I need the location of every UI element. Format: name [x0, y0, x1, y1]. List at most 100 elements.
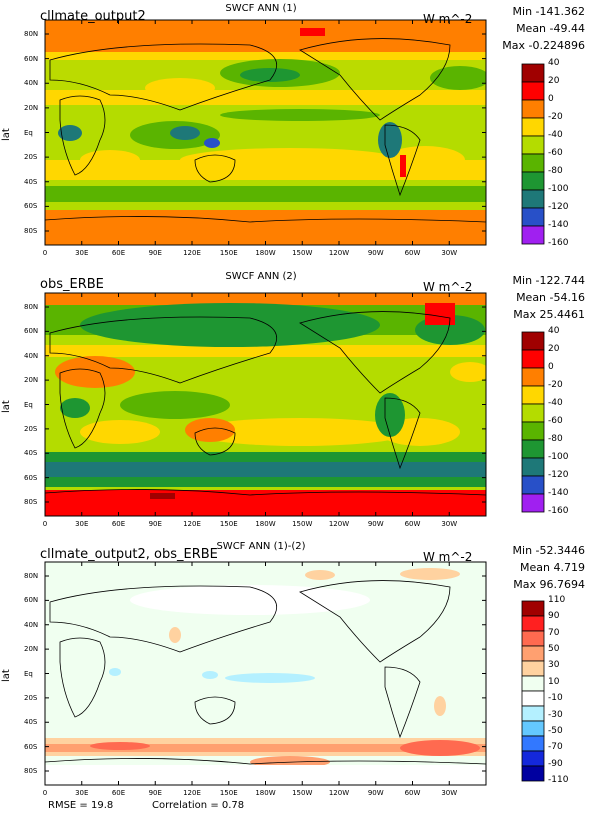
- x-tick-label: 30W: [441, 789, 458, 797]
- x-tick-label: 30E: [75, 789, 89, 797]
- coastline-australia: [194, 427, 236, 456]
- y-tick-label: Eq: [24, 400, 33, 409]
- x-tick-label: 150W: [292, 520, 313, 528]
- colorbar-label: -40: [548, 398, 563, 408]
- y-tick-label: 40S: [24, 449, 38, 458]
- y-tick-label: 20N: [24, 645, 39, 654]
- colorbar-swatch: [521, 331, 545, 351]
- colorbar-label: -100: [548, 452, 569, 462]
- colorbar-swatch: [521, 439, 545, 459]
- stat-mean: Mean -49.44: [516, 22, 585, 35]
- y-tick-label: 20N: [24, 103, 39, 112]
- x-tick-label: 120E: [183, 520, 201, 528]
- colorbar-label: -100: [548, 184, 569, 194]
- colorbar-swatch: [521, 705, 545, 722]
- colorbar-swatch: [521, 207, 545, 227]
- x-tick-label: 150E: [219, 520, 238, 528]
- colorbar-swatch: [521, 720, 545, 737]
- colorbar-swatch: [521, 615, 545, 632]
- y-tick-label: 80S: [24, 498, 38, 506]
- y-tick-label: Eq: [24, 669, 33, 678]
- colorbar-label: 110: [548, 595, 566, 605]
- stat-max: Max 25.4461: [513, 308, 585, 321]
- y-tick-label: 60N: [24, 54, 39, 63]
- stat-mean: Mean -54.16: [516, 291, 585, 304]
- x-tick-label: 150W: [292, 789, 313, 797]
- x-tick-label: 120E: [183, 249, 201, 257]
- y-tick-label: 60N: [24, 327, 39, 336]
- colorbar-label: -50: [548, 725, 563, 736]
- y-tick-label: 80N: [24, 30, 39, 38]
- coastline-africa: [59, 95, 106, 176]
- colorbar-label: -80: [548, 434, 563, 444]
- x-tick-label: 30W: [441, 520, 458, 528]
- panel-2-map: [45, 293, 486, 516]
- x-tick-label: 120W: [328, 789, 350, 797]
- panel-1-map: [45, 20, 486, 245]
- colorbar-label: 90: [548, 611, 560, 622]
- colorbar-label: -140: [548, 220, 569, 230]
- x-tick-label: 30W: [441, 249, 458, 257]
- x-tick-label: 0: [42, 249, 48, 257]
- colorbar-label: -110: [548, 775, 569, 785]
- colorbar-label: -90: [548, 758, 563, 769]
- x-tick-label: 90W: [367, 520, 384, 528]
- coastline-africa: [59, 368, 106, 449]
- x-tick-label: 90E: [148, 249, 162, 257]
- x-tick-label: 30E: [75, 520, 89, 528]
- colorbar-swatch: [521, 475, 545, 495]
- y-tick-label: 20S: [24, 424, 38, 433]
- colorbar-label: -80: [548, 166, 563, 176]
- panel-left-title: cllmate_output2: [40, 9, 146, 24]
- x-tick-label: 120W: [328, 249, 350, 257]
- x-tick-label: 60W: [404, 520, 421, 528]
- y-tick-label: 20N: [24, 376, 39, 385]
- colorbar-label: -160: [548, 238, 569, 248]
- y-tick-label: 60N: [24, 596, 39, 605]
- x-tick-label: 150W: [292, 249, 313, 257]
- colorbar-swatch: [521, 600, 545, 617]
- colorbar-swatch: [521, 735, 545, 752]
- stat-min: Min -52.3446: [512, 544, 585, 557]
- coastline-eurasia: [49, 316, 277, 384]
- colorbar-label: 10: [548, 676, 560, 687]
- x-tick-label: 90W: [367, 249, 384, 257]
- colorbar-label: 70: [548, 627, 560, 638]
- colorbar-label: -10: [548, 693, 563, 704]
- colorbar-label: 20: [548, 344, 560, 354]
- correlation-label: Correlation = 0.78: [152, 800, 245, 811]
- x-tick-label: 60E: [111, 789, 126, 797]
- coastline-north-america: [299, 311, 451, 394]
- y-axis-label: lat: [1, 399, 12, 413]
- colorbar-label: -60: [548, 148, 563, 158]
- colorbar-label: -120: [548, 202, 569, 212]
- y-tick-label: 40S: [24, 718, 38, 727]
- y-tick-label: 20S: [24, 153, 38, 162]
- colorbar-swatch: [521, 99, 545, 119]
- x-tick-label: 180W: [255, 520, 276, 528]
- coastline-south-america: [384, 397, 421, 470]
- colorbar-label: 0: [548, 94, 554, 104]
- colorbar-swatch: [521, 81, 545, 101]
- x-tick-label: 150E: [219, 789, 238, 797]
- y-tick-label: 20S: [24, 693, 38, 702]
- colorbar-swatch: [521, 385, 545, 405]
- colorbar-label: 50: [548, 644, 560, 655]
- y-tick-label: 80N: [24, 572, 39, 580]
- coastline-north-america: [299, 38, 451, 121]
- colorbar-swatch: [521, 457, 545, 477]
- y-tick-label: 40N: [24, 79, 39, 88]
- colorbar-label: -30: [548, 709, 563, 720]
- y-axis-label: lat: [1, 668, 12, 682]
- colorbar-swatch: [521, 493, 545, 513]
- x-tick-label: 30E: [75, 249, 89, 257]
- colorbar-swatch: [521, 660, 545, 677]
- coastline-north-america: [299, 580, 451, 663]
- x-tick-label: 150E: [219, 249, 238, 257]
- x-tick-label: 60W: [404, 789, 421, 797]
- x-tick-label: 60E: [111, 249, 126, 257]
- colorbar-swatch: [521, 349, 545, 369]
- colorbar-label: -70: [548, 742, 563, 753]
- coastlines: [44, 38, 487, 765]
- colorbar-swatch: [521, 645, 545, 662]
